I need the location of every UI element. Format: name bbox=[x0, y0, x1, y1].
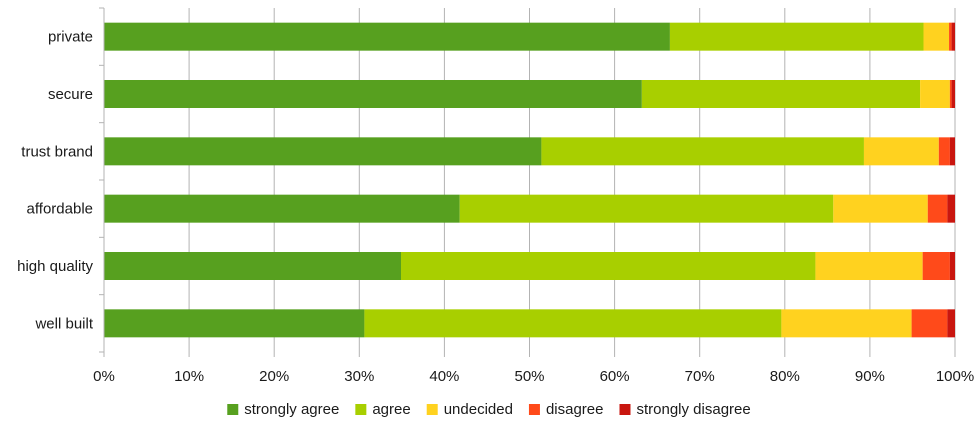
bar-undecided-private bbox=[923, 22, 950, 51]
bar-strongly-disagree-trust-brand bbox=[949, 137, 955, 166]
bar-agree-trust-brand bbox=[541, 137, 864, 166]
bar-agree-well-built bbox=[364, 309, 782, 338]
bar-strongly-agree-trust-brand bbox=[104, 137, 542, 166]
bar-strongly-agree-high-quality bbox=[104, 252, 401, 280]
bar-undecided-secure bbox=[920, 80, 950, 108]
bar-strongly-disagree-high-quality bbox=[949, 252, 955, 280]
category-label: affordable bbox=[27, 201, 93, 218]
bar-agree-secure bbox=[641, 80, 921, 108]
bar-undecided-trust-brand bbox=[863, 137, 939, 166]
bar-strongly-agree-private bbox=[104, 22, 670, 51]
legend-label: strongly agree bbox=[244, 401, 339, 418]
x-tick-label: 80% bbox=[770, 368, 800, 385]
bar-disagree-well-built bbox=[911, 309, 948, 338]
bar-agree-private bbox=[669, 22, 924, 51]
x-tick-label: 60% bbox=[600, 368, 630, 385]
legend-swatch bbox=[528, 404, 540, 415]
category-label: secure bbox=[48, 86, 93, 103]
bar-agree-affordable bbox=[459, 194, 834, 223]
bar-disagree-private bbox=[949, 22, 952, 51]
x-tick-label: 30% bbox=[344, 368, 374, 385]
x-tick-label: 50% bbox=[514, 368, 544, 385]
bar-strongly-disagree-well-built bbox=[947, 309, 955, 338]
x-tick-label: 100% bbox=[936, 368, 974, 385]
legend-label: undecided bbox=[444, 401, 513, 418]
bar-strongly-agree-secure bbox=[104, 80, 642, 108]
x-tick-label: 40% bbox=[429, 368, 459, 385]
bar-undecided-affordable bbox=[833, 194, 928, 223]
legend-label: disagree bbox=[546, 401, 604, 418]
legend-swatch bbox=[426, 404, 438, 415]
category-label: well built bbox=[34, 315, 93, 332]
bar-strongly-disagree-affordable bbox=[947, 194, 955, 223]
bar-disagree-affordable bbox=[927, 194, 948, 223]
legend-label: agree bbox=[372, 401, 410, 418]
bar-disagree-high-quality bbox=[922, 252, 950, 280]
legend-swatch bbox=[619, 404, 631, 415]
legend-swatch bbox=[355, 404, 367, 415]
bar-strongly-agree-well-built bbox=[104, 309, 365, 338]
x-tick-label: 20% bbox=[259, 368, 289, 385]
bar-undecided-well-built bbox=[781, 309, 912, 338]
bar-strongly-disagree-private bbox=[951, 22, 955, 51]
x-tick-label: 70% bbox=[685, 368, 715, 385]
bar-strongly-agree-affordable bbox=[104, 194, 460, 223]
bar-undecided-high-quality bbox=[815, 252, 923, 280]
bar-disagree-trust-brand bbox=[938, 137, 950, 166]
bar-agree-high-quality bbox=[400, 252, 816, 280]
bar-strongly-disagree-secure bbox=[951, 80, 955, 108]
x-tick-label: 10% bbox=[174, 368, 204, 385]
x-tick-label: 90% bbox=[855, 368, 885, 385]
category-label: trust brand bbox=[21, 143, 93, 160]
bar-disagree-secure bbox=[949, 80, 952, 108]
category-label: private bbox=[48, 29, 93, 46]
x-tick-label: 0% bbox=[93, 368, 115, 385]
legend-swatch bbox=[227, 404, 239, 415]
category-label: high quality bbox=[17, 258, 93, 275]
legend-label: strongly disagree bbox=[636, 401, 750, 418]
